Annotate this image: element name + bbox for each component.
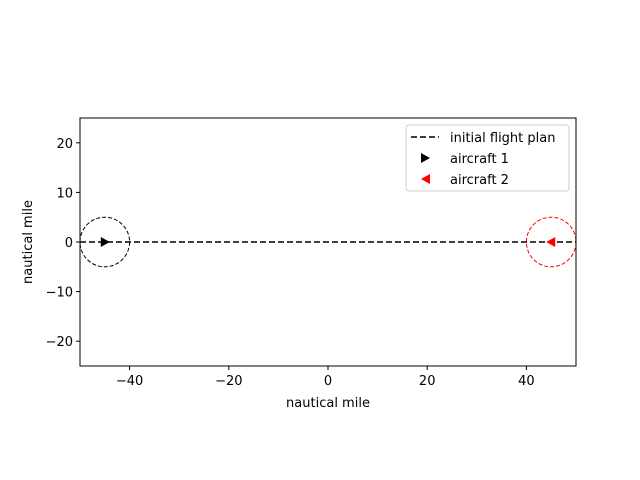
y-tick-label: 10 (56, 186, 73, 201)
y-tick-label: −10 (46, 286, 73, 301)
legend-box (405, 124, 570, 192)
series-layer (80, 216, 576, 268)
x-tick-label: 0 (324, 374, 332, 389)
y-tick-label: 20 (56, 137, 73, 152)
x-tick-label: 20 (419, 374, 436, 389)
legend-label-flight-plan: initial flight plan (450, 131, 555, 146)
legend-aircraft-1-marker (421, 153, 430, 163)
legend-label-aircraft-2: aircraft 2 (450, 173, 509, 188)
ticks-layer: −40 −20 0 20 40 −20 −10 0 10 20 (46, 137, 535, 389)
y-tick-label: −20 (46, 335, 73, 350)
y-tick-label: 0 (65, 236, 73, 251)
x-axis-label: nautical mile (286, 396, 370, 411)
plot-area (80, 216, 576, 268)
legend: initial flight plan aircraft 1 aircraft … (405, 124, 570, 192)
legend-aircraft-2-marker (421, 174, 430, 184)
aircraft-2-safety-circle (525, 216, 576, 268)
y-axis-label: nautical mile (21, 200, 36, 284)
x-tick-label: −20 (215, 374, 242, 389)
aircraft-1-marker (100, 237, 110, 247)
x-tick-label: −40 (116, 374, 143, 389)
x-tick-label: 40 (518, 374, 535, 389)
legend-label-aircraft-1: aircraft 1 (450, 152, 509, 167)
aircraft-2-marker (546, 237, 556, 247)
